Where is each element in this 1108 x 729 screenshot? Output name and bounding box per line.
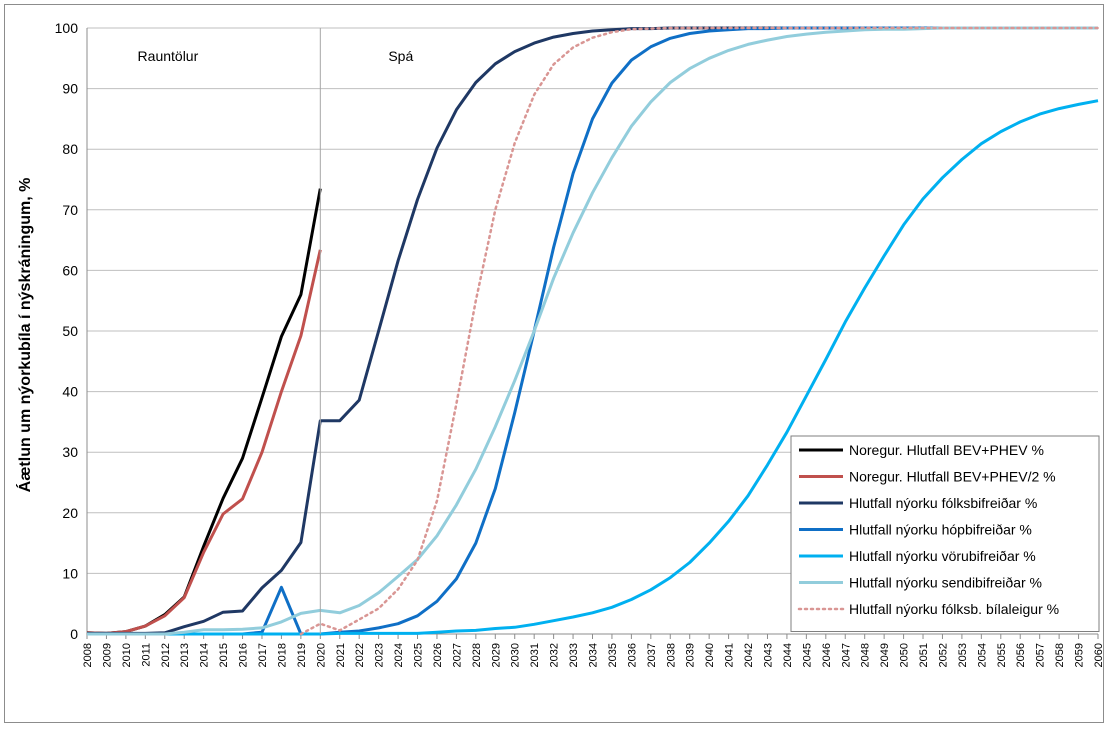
x-tick-label: 2020 [315,643,327,667]
x-tick-label: 2038 [665,643,677,667]
x-tick-label: 2051 [918,643,930,667]
x-tick-label: 2018 [276,643,288,667]
annotations: Rauntölur Spá [138,28,413,634]
series-line [87,99,1099,636]
x-tick-label: 2009 [101,643,113,667]
x-tick-label: 2047 [840,643,852,667]
x-tick-label: 2053 [957,643,969,667]
x-tick-label: 2016 [238,643,250,667]
x-tick-label: 2050 [899,643,911,667]
annotation-label: Rauntölur [138,48,199,64]
x-tick-label: 2036 [626,643,638,667]
x-tick-label: 2017 [257,643,269,667]
x-tick-label: 2043 [762,643,774,667]
legend-label: Hlutfall nýorku hópbifreiðar % [849,522,1032,538]
y-tick-label: 80 [62,141,78,157]
legend-label: Hlutfall nýorku sendibifreiðar % [849,575,1042,591]
x-tick-label: 2044 [782,643,794,667]
x-tick-label: 2019 [296,643,308,667]
x-tick-label: 2025 [413,643,425,667]
y-tick-label: 10 [62,565,78,581]
x-tick-label: 2045 [801,643,813,667]
legend-label: Hlutfall nýorku fólksb. bílaleigur % [849,601,1059,617]
x-tick-label: 2057 [1035,643,1047,667]
y-axis-label: Áætlun um nýorkubíla í nýskráningum, % [15,178,34,493]
y-tick-label: 100 [55,20,79,36]
y-tick-label: 30 [62,444,78,460]
x-tick-label: 2008 [82,643,94,667]
x-tick-label: 2010 [121,643,133,667]
x-tick-label: 2024 [393,643,405,667]
chart-frame: 0 10 20 30 40 50 60 70 80 90 100 2008 2009 2010 2011 20… [4,4,1105,723]
x-tick-label: 2034 [588,643,600,667]
x-tick-label: 2027 [451,643,463,667]
x-tick-label: 2056 [1015,643,1027,667]
y-tick-label: 40 [62,384,78,400]
y-tick-label: 60 [62,262,78,278]
series-line [86,249,322,635]
y-tick-label: 70 [62,202,78,218]
legend-label: Noregur. Hlutfall BEV+PHEV/2 % [849,469,1056,485]
x-tick-label: 2015 [218,643,230,667]
x-tick-label: 2012 [160,643,172,667]
x-tick-label: 2040 [704,643,716,667]
legend-label: Hlutfall nýorku fólksbifreiðar % [849,495,1037,511]
x-tick-label: 2049 [879,643,891,667]
x-tick-label: 2011 [140,643,152,667]
x-tick-label: 2014 [199,643,211,667]
x-tick-label: 2039 [685,643,697,667]
y-tick-label: 0 [70,626,78,642]
x-tick-label: 2042 [743,643,755,667]
x-tick-label: 2054 [976,643,988,667]
legend: Noregur. Hlutfall BEV+PHEV % Noregur. Hlu… [790,435,1100,632]
series-line [299,26,1100,636]
x-tick-label: 2058 [1054,643,1066,667]
x-tick-label: 2023 [374,643,386,667]
x-tick-label: 2035 [607,643,619,667]
x-tick-label: 2052 [937,643,949,667]
x-tick-label: 2041 [724,643,736,667]
y-tick-label: 90 [62,81,78,97]
x-tick-label: 2022 [354,643,366,667]
x-tick-label: 2046 [821,643,833,667]
x-tick-label: 2032 [549,643,561,667]
x-tick-label: 2028 [471,643,483,667]
x-tick-label: 2013 [179,643,191,667]
x-tick-label: 2048 [860,643,872,667]
x-tick-label: 2055 [996,643,1008,667]
x-tick-label: 2037 [646,643,658,667]
x-tick-label: 2033 [568,643,580,667]
annotation-label: Spá [388,48,413,64]
legend-box [790,435,1100,632]
x-tick-label: 2059 [1074,643,1086,667]
y-tick-label: 50 [62,323,78,339]
legend-label: Hlutfall nýorku vörubifreiðar % [849,548,1036,564]
x-tick-label: 2026 [432,643,444,667]
y-tick-label: 20 [62,505,78,521]
x-tick-label: 2029 [490,643,502,667]
legend-label: Noregur. Hlutfall BEV+PHEV % [849,442,1044,458]
x-tick-label: 2031 [529,643,541,667]
x-tick-label: 2030 [510,643,522,667]
series-lines [86,26,1100,636]
x-tick-label: 2060 [1093,643,1105,667]
x-tick-label: 2021 [335,643,347,667]
